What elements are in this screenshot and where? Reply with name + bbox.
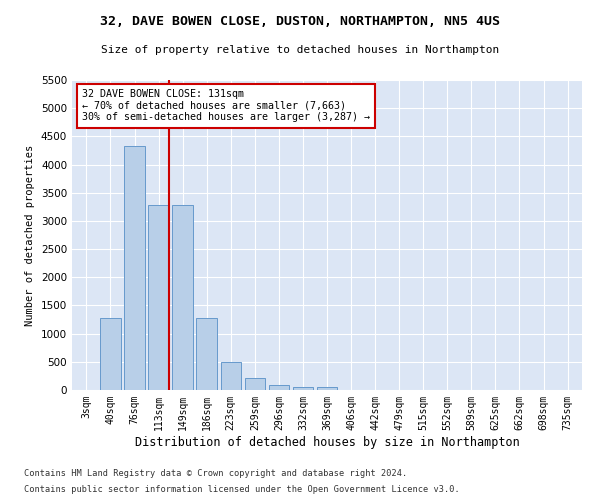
Text: 32 DAVE BOWEN CLOSE: 131sqm
← 70% of detached houses are smaller (7,663)
30% of : 32 DAVE BOWEN CLOSE: 131sqm ← 70% of det… xyxy=(82,90,370,122)
Text: Contains public sector information licensed under the Open Government Licence v3: Contains public sector information licen… xyxy=(24,485,460,494)
Bar xyxy=(172,204,193,390)
Bar xyxy=(317,387,337,390)
Bar xyxy=(148,204,169,390)
Y-axis label: Number of detached properties: Number of detached properties xyxy=(25,144,35,326)
Bar xyxy=(269,385,289,390)
Text: 32, DAVE BOWEN CLOSE, DUSTON, NORTHAMPTON, NN5 4US: 32, DAVE BOWEN CLOSE, DUSTON, NORTHAMPTO… xyxy=(100,15,500,28)
Text: Size of property relative to detached houses in Northampton: Size of property relative to detached ho… xyxy=(101,45,499,55)
Bar xyxy=(100,318,121,390)
Bar xyxy=(245,378,265,390)
Bar xyxy=(221,362,241,390)
Bar xyxy=(196,318,217,390)
Bar xyxy=(124,146,145,390)
Bar xyxy=(293,386,313,390)
X-axis label: Distribution of detached houses by size in Northampton: Distribution of detached houses by size … xyxy=(134,436,520,448)
Text: Contains HM Land Registry data © Crown copyright and database right 2024.: Contains HM Land Registry data © Crown c… xyxy=(24,468,407,477)
